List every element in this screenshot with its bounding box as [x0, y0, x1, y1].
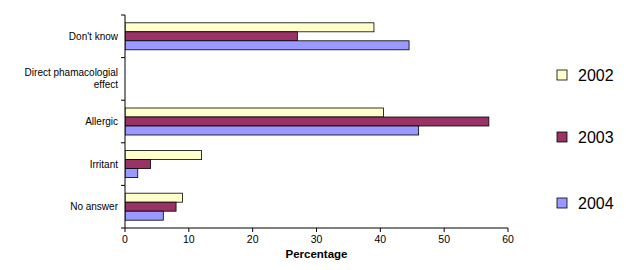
bar	[125, 160, 151, 169]
x-tick-label: 20	[247, 233, 259, 245]
category-label-line: effect	[91, 79, 118, 90]
x-tick	[188, 228, 189, 232]
bar	[125, 169, 138, 178]
x-tick-label: 50	[438, 233, 450, 245]
chart-svg: 0 10 20 30 40 50 60 Don't know Direct phamacolog…	[0, 0, 641, 270]
category-label: Allergic	[85, 116, 118, 127]
x-tick	[316, 228, 317, 232]
category-label: Direct phamacologial effect	[25, 67, 119, 90]
category-label-line: Irritant	[90, 159, 119, 170]
y-tick	[121, 57, 125, 58]
bars	[125, 23, 489, 220]
bar	[125, 32, 297, 41]
y-tick	[121, 15, 125, 16]
category-label-line: No answer	[70, 201, 118, 212]
legend-swatch	[557, 132, 567, 142]
category-label: Don't know	[69, 31, 119, 42]
chart-container: 0 10 20 30 40 50 60 Don't know Direct phamacolog…	[0, 0, 641, 270]
y-axis-line	[125, 15, 126, 228]
x-tick-label: 10	[183, 233, 195, 245]
x-tick	[444, 228, 445, 232]
bar	[125, 151, 202, 160]
legend-label: 2002	[578, 67, 614, 84]
category-label: Irritant	[90, 159, 119, 170]
x-tick-label: 40	[374, 233, 386, 245]
y-tick	[121, 228, 125, 229]
legend-swatch	[557, 70, 567, 80]
legend-label: 2003	[578, 129, 614, 146]
x-tick	[252, 228, 253, 232]
bar	[125, 108, 384, 117]
bar	[125, 23, 374, 32]
x-tick-label: 60	[502, 233, 514, 245]
x-tick-label: 30	[311, 233, 323, 245]
x-axis-label: Percentage	[285, 248, 347, 260]
bar	[125, 117, 489, 126]
legend-swatch	[557, 198, 567, 208]
x-tick	[380, 228, 381, 232]
category-label-line: Don't know	[69, 31, 119, 42]
category-label: No answer	[70, 201, 118, 212]
x-tick	[508, 228, 509, 232]
x-tick	[125, 228, 126, 232]
category-label-line: Direct phamacologial	[25, 67, 118, 78]
bar	[125, 211, 163, 220]
y-tick	[121, 100, 125, 101]
category-label-line: Allergic	[85, 116, 118, 127]
y-tick	[121, 185, 125, 186]
bar	[125, 193, 182, 202]
bar	[125, 126, 419, 135]
x-tick-label: 0	[122, 233, 128, 245]
bar	[125, 41, 409, 50]
legend-label: 2004	[578, 195, 614, 212]
y-tick	[121, 142, 125, 143]
bar	[125, 202, 176, 211]
